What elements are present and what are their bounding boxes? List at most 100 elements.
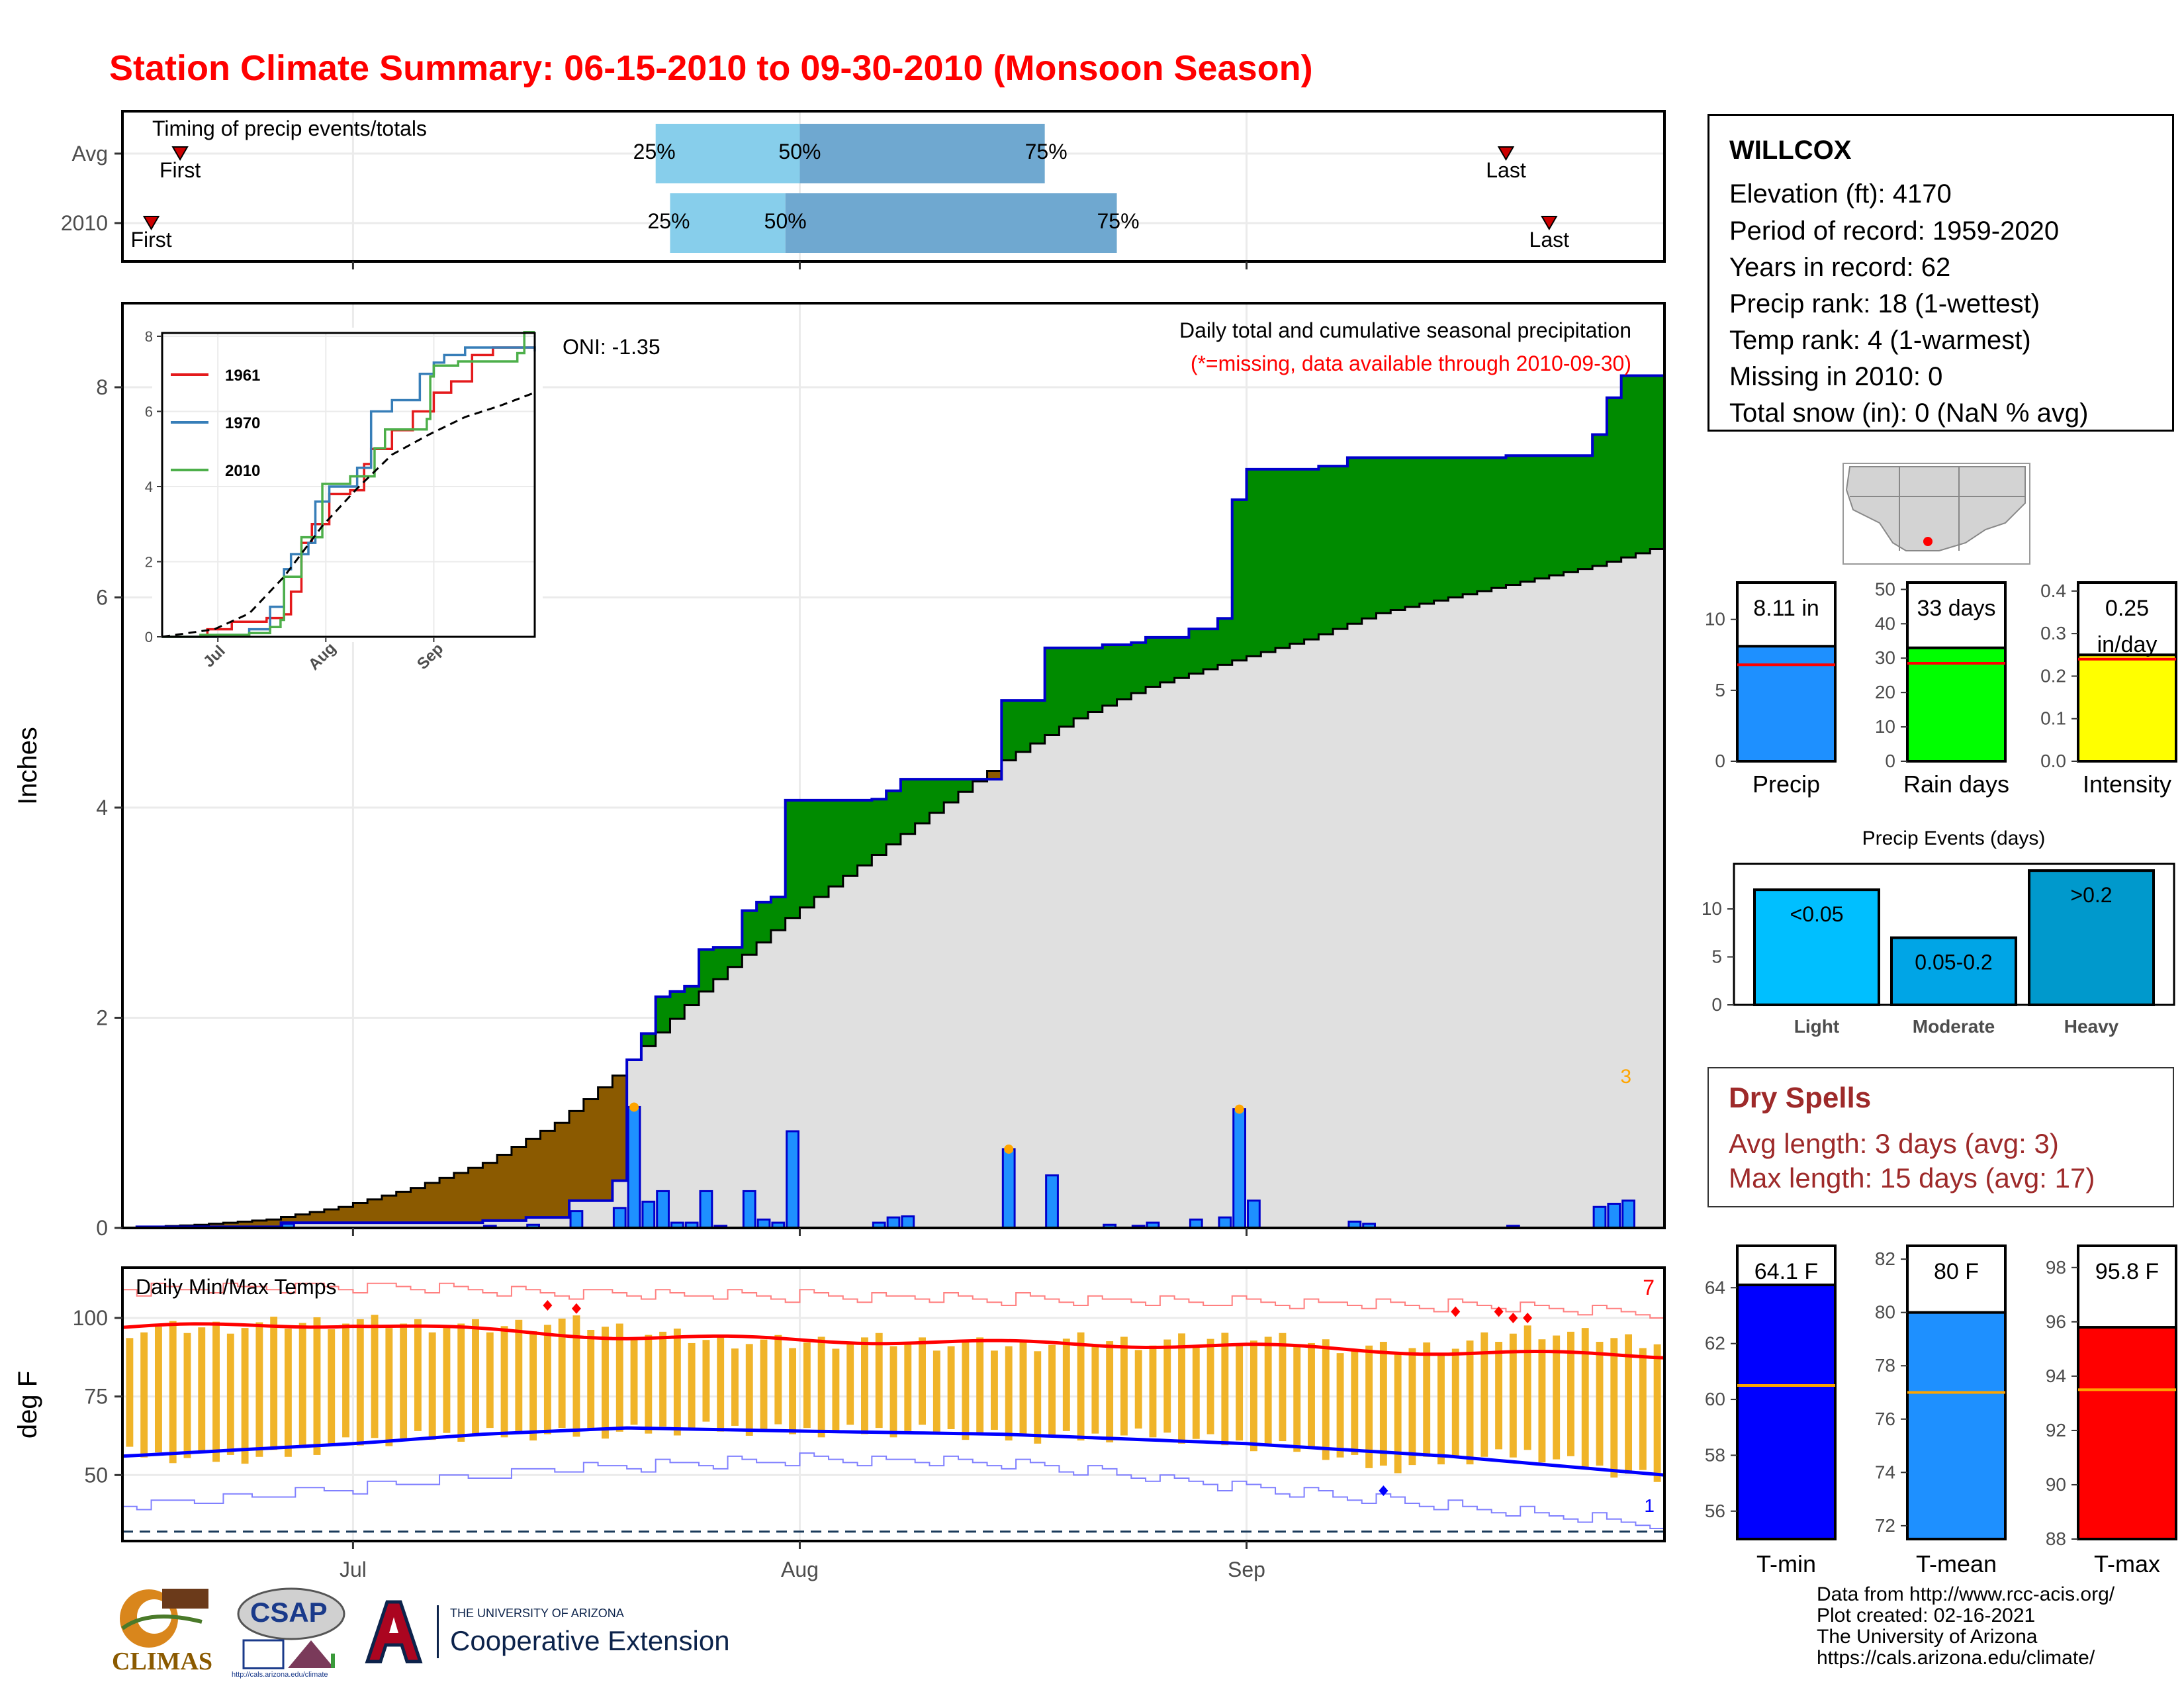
temp-daily-bar (1106, 1341, 1114, 1442)
ua-small-text: THE UNIVERSITY OF ARIZONA (450, 1607, 624, 1620)
precip-events-bar-label: 0.05-0.2 (1915, 951, 1992, 974)
credit-plot-created: Plot created: 02-16-2021 (1817, 1605, 2036, 1626)
temp-summary-category-label: T-mean (1916, 1550, 1997, 1577)
inset-ytick-label-4: 8 (145, 328, 153, 345)
precip-observed-line (122, 374, 1664, 1229)
temp-xtick-label-0: Jul (340, 1558, 367, 1581)
inset-ytick-label-0: 0 (145, 629, 153, 645)
temp-daily-bar (1091, 1345, 1099, 1434)
precip-summary-category-label: Intensity (2083, 771, 2171, 798)
precip-normal-line (122, 545, 1666, 1229)
climas-emblem-icon (120, 1589, 208, 1648)
precip-events-title: Precip Events (days) (1862, 827, 2046, 849)
csap-logo-text: CSAP (250, 1597, 328, 1628)
precip-daily-bar (1592, 1205, 1607, 1229)
temp-record-high-marker (1451, 1306, 1461, 1317)
temp-daily-bar (702, 1340, 710, 1422)
temp-daily-bar (457, 1323, 465, 1442)
temp-daily-bar (1019, 1340, 1027, 1434)
timing-label-last: Last (1486, 158, 1526, 182)
temp-summary-ytick-label: 92 (2046, 1420, 2066, 1440)
temp-daily-bar (1538, 1339, 1546, 1463)
precip-ytick-label-0: 0 (96, 1216, 108, 1240)
temp-summary-value-label: 80 F (1934, 1259, 1979, 1284)
temp-record-high-marker (1508, 1312, 1518, 1323)
temp-daily-bar (241, 1328, 249, 1464)
timing-bar-q25-q50 (655, 124, 800, 183)
climas-logo: CLIMAS (109, 1582, 215, 1681)
precip-events-bar-label: <0.05 (1790, 902, 1844, 926)
temp-summary-ytick-label: 96 (2046, 1311, 2066, 1332)
precip-daily-bar (1232, 1108, 1247, 1229)
temp-daily-bar (212, 1321, 220, 1462)
temp-daily-bar (976, 1337, 984, 1435)
temp-daily-bar (1293, 1346, 1301, 1452)
precip-summary-ytick-label: 0.1 (2040, 708, 2066, 729)
temp-daily-bar (298, 1323, 306, 1448)
precip-panel-subtitle: (*=missing, data available through 2010-… (1191, 352, 1631, 375)
timing-row-label: 2010 (61, 211, 108, 235)
temp-summary-ytick-label: 62 (1705, 1333, 1725, 1354)
dry-spells-avg: Avg length: 3 days (avg: 3) (1729, 1128, 2059, 1159)
temp-daily-bar (1178, 1333, 1185, 1444)
temp-daily-bar (1379, 1342, 1387, 1466)
inset-ytick-label-2: 4 (145, 479, 153, 495)
timing-label-q50: 50% (778, 140, 821, 164)
csap-logo: CSAP http://cals.arizona.edu/climate (232, 1587, 351, 1687)
dry-spells-max: Max length: 15 days (avg: 17) (1729, 1162, 2095, 1194)
precip-summary-value-label: 33 days (1917, 596, 1995, 621)
temp-daily-bar (861, 1337, 868, 1434)
ua-logo: THE UNIVERSITY OF ARIZONA Cooperative Ex… (361, 1599, 745, 1671)
temp-daily-bar (1567, 1331, 1574, 1456)
temp-daily-bar (1149, 1345, 1157, 1438)
temp-daily-bar (1048, 1344, 1056, 1438)
precip-ytick-label-3: 6 (96, 586, 108, 610)
temp-daily-bar (659, 1331, 667, 1427)
temp-daily-bar (486, 1332, 494, 1429)
temp-summary-ytick-label: 80 (1875, 1302, 1895, 1323)
timing-row-label: Avg (71, 142, 108, 165)
precip-summary-ytick-label: 0.3 (2040, 623, 2066, 643)
temp-record-low-marker (1379, 1485, 1388, 1497)
precip-summary-ytick-label: 0.2 (2040, 665, 2066, 686)
temp-summary-ytick-label: 98 (2046, 1257, 2066, 1278)
temp-daily-bar (1451, 1348, 1459, 1456)
temp-daily-bar (1206, 1338, 1214, 1434)
temp-daily-bar (284, 1329, 292, 1457)
timing-panel-border (121, 110, 1666, 263)
temp-summary-bar (2077, 1326, 2177, 1540)
temp-ytick-label-0: 50 (84, 1463, 108, 1487)
temp-record-high-marker (543, 1299, 553, 1311)
temp-daily-bar (1610, 1338, 1618, 1478)
temp-ytick-label-1: 75 (84, 1385, 108, 1409)
timing-label-q25: 25% (647, 209, 690, 233)
precip-summary-category-label: Rain days (1903, 771, 2009, 798)
timing-label-q25: 25% (633, 140, 676, 164)
temp-record-high-marker (571, 1303, 581, 1314)
inset-ytick-label-1: 2 (145, 554, 153, 571)
temp-daily-bar (572, 1315, 580, 1437)
temp-ylabel: deg F (13, 1371, 42, 1438)
precip-events-ytick-label: 10 (1702, 898, 1722, 919)
temp-daily-bar (543, 1325, 551, 1434)
precip-panel-title: Daily total and cumulative seasonal prec… (1179, 318, 1631, 342)
precip-ytick-label-2: 4 (96, 796, 108, 820)
temp-record-max-line (122, 1282, 1665, 1319)
precip-summary-ytick-label: 10 (1705, 609, 1725, 630)
precip-daily-bar (901, 1215, 915, 1229)
temp-daily-bar (875, 1333, 883, 1429)
precip-record-marker (1004, 1144, 1014, 1154)
precip-summary-ytick-label: 50 (1875, 579, 1895, 599)
temp-record-high-marker (1523, 1312, 1533, 1323)
temp-daily-bar (1365, 1345, 1373, 1468)
temp-summary-ytick-label: 74 (1875, 1462, 1895, 1482)
temp-daily-bar (255, 1322, 263, 1457)
precip-daily-bar (627, 1105, 641, 1229)
inset-border (161, 332, 536, 638)
timing-marker-first-icon (171, 146, 189, 161)
temp-summary-category-label: T-min (1756, 1550, 1816, 1577)
precip-deficit-area (151, 771, 1002, 1227)
precip-daily-bar (656, 1190, 670, 1229)
temp-daily-bar (183, 1333, 191, 1458)
precip-oni-label: ONI: -1.35 (563, 335, 660, 359)
